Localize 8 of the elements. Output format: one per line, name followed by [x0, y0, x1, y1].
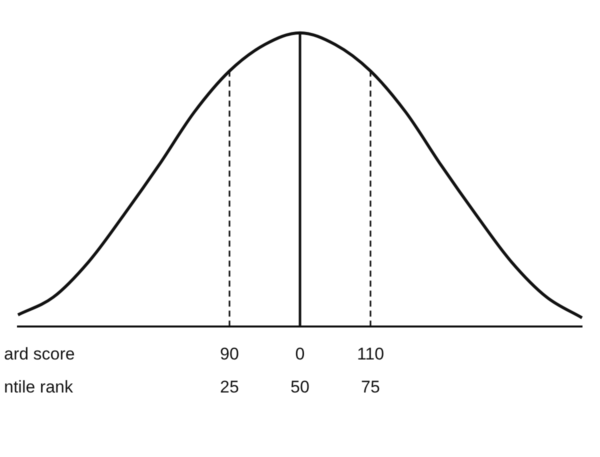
x-tick-label: 90: [220, 344, 239, 364]
text: 75: [361, 377, 380, 396]
x-tick-label: 110: [356, 344, 384, 364]
x-axis-title: ard score: [4, 344, 75, 364]
x-tick-label: 0: [295, 344, 305, 364]
text: 50: [290, 377, 310, 396]
text: 25: [220, 377, 239, 396]
text: ntile rank: [4, 377, 74, 396]
